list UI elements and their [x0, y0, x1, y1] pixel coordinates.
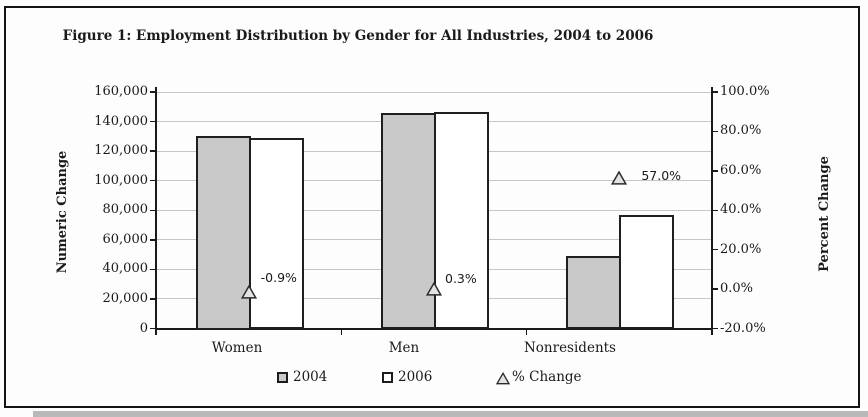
bar-2004-women	[195, 136, 251, 330]
triangle-icon	[611, 170, 628, 185]
left-axis-tick	[150, 150, 156, 152]
left-axis-tick	[150, 327, 156, 330]
left-axis-tick-label: 20,000	[102, 290, 149, 306]
left-axis-tick-label: 100,000	[94, 172, 148, 188]
right-axis-tick	[712, 130, 718, 133]
right-axis-tick-label: -20.0%	[720, 320, 766, 336]
right-axis-tick-label: 100.0%	[720, 84, 770, 99]
x-axis-tick	[155, 328, 157, 335]
right-axis-tick	[712, 209, 718, 211]
left-axis-tick	[150, 120, 156, 123]
gridline	[156, 91, 712, 93]
figure-border	[4, 6, 860, 408]
left-axis-tick	[150, 298, 156, 300]
legend-label: % Change	[512, 369, 582, 385]
left-axis-tick-label: 40,000	[102, 261, 149, 277]
left-axis-tick-label: 80,000	[102, 202, 149, 218]
left-axis-tick	[150, 209, 156, 211]
right-axis-tick	[712, 248, 718, 251]
left-axis-tick-label: 160,000	[94, 84, 148, 99]
right-axis-tick	[712, 288, 718, 290]
category-label-men: Men	[388, 340, 420, 356]
pct-change-label-nonresidents: 57.0%	[641, 167, 682, 183]
category-label-women: Women	[211, 340, 263, 356]
x-axis-tick	[711, 328, 713, 335]
right-axis-tick-label: 0.0%	[720, 281, 754, 297]
pct-change-marker-nonresidents	[611, 170, 628, 185]
left-axis-line	[155, 87, 157, 329]
right-axis-tick	[712, 170, 718, 172]
left-axis-tick-label: 140,000	[94, 113, 148, 129]
left-axis-tick-label: 120,000	[94, 143, 148, 159]
x-axis-tick	[525, 328, 528, 335]
bar-2006-men	[434, 112, 489, 330]
right-axis-tick-label: 60.0%	[720, 162, 762, 178]
left-axis-tick	[150, 179, 156, 182]
bar-2006-women	[248, 138, 304, 330]
right-axis-tick	[712, 91, 718, 93]
chart-title: Figure 1: Employment Distribution by Gen…	[62, 28, 654, 44]
x-axis-tick	[340, 328, 343, 335]
triangle-icon	[425, 281, 443, 297]
pct-change-marker-men	[425, 281, 443, 297]
category-label-nonresidents: Nonresidents	[523, 340, 616, 356]
pct-change-marker-women	[240, 284, 257, 299]
pct-change-label-women: -0.9%	[260, 269, 297, 285]
bar-2004-men	[381, 112, 436, 330]
left-axis-tick	[150, 268, 156, 271]
right-axis-tick-label: 80.0%	[720, 123, 762, 139]
triangle-icon	[495, 371, 511, 385]
left-axis-tick	[150, 91, 156, 93]
left-axis-tick-label: 60,000	[102, 231, 149, 247]
legend-white-square-icon	[382, 372, 393, 383]
legend-label: 2004	[293, 369, 328, 385]
legend-triangle-icon	[495, 370, 511, 385]
legend-label: 2006	[398, 369, 433, 385]
legend-gray-square-icon	[277, 372, 288, 383]
triangle-icon	[240, 284, 257, 299]
bar-2006-nonresidents	[619, 214, 675, 330]
right-axis-tick-label: 40.0%	[720, 202, 762, 218]
pct-change-label-men: 0.3%	[445, 271, 477, 287]
scan-artifact-strip	[33, 411, 868, 417]
bar-2004-nonresidents	[566, 256, 622, 330]
right-axis-line	[711, 87, 713, 329]
right-axis-tick	[712, 327, 718, 330]
right-axis-tick-label: 20.0%	[720, 241, 762, 257]
left-axis-tick-label: 0	[139, 320, 148, 336]
left-axis-tick	[150, 239, 156, 241]
